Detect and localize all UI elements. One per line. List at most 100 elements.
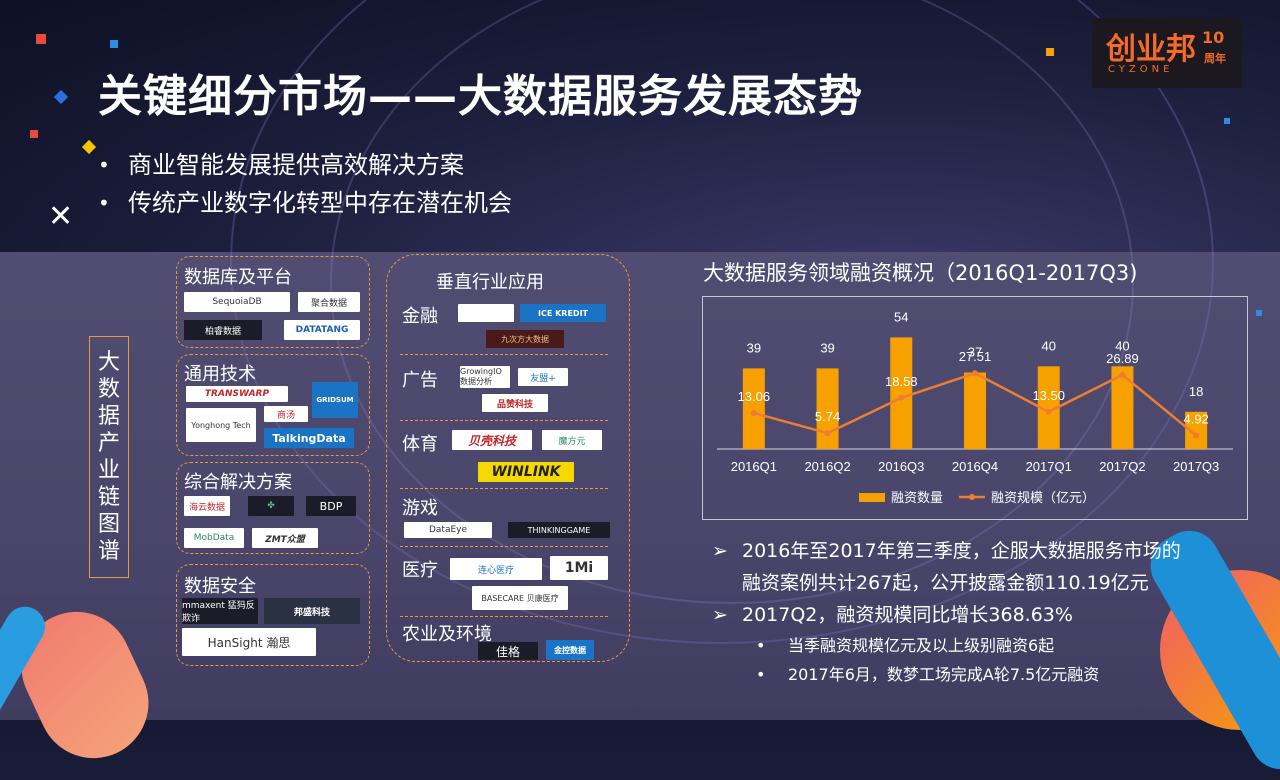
company-logo: THINKINGGAME (508, 522, 610, 538)
legend-label: 融资规模（亿元） (991, 491, 1095, 506)
x-tick-label: 2017Q3 (1173, 459, 1219, 474)
company-logo: TalkingData (264, 428, 354, 448)
indent-spacer (712, 567, 742, 599)
section-box-security (176, 564, 370, 666)
line-value-label: 27.51 (959, 349, 992, 364)
company-logo: ZMT众盟 (252, 528, 318, 548)
line-value-label: 5.74 (815, 409, 840, 424)
line-value-label: 18.58 (885, 374, 918, 389)
bar-value-label: 54 (894, 309, 908, 324)
line-point (824, 430, 831, 437)
company-logo: GrowingIO 数据分析 (460, 366, 510, 388)
company-logo: 魔方元 (542, 430, 602, 450)
note-text: 2017年6月，数梦工场完成A轮7.5亿元融资 (788, 665, 1100, 684)
line-value-label: 4.92 (1183, 411, 1208, 426)
industry-label: 金融 (402, 306, 438, 327)
bullet-text: 传统产业数字化转型中存在潜在机会 (128, 189, 512, 217)
bar (1111, 366, 1134, 449)
x-tick-label: 2016Q1 (731, 459, 777, 474)
company-logo: Yonghong Tech (186, 408, 256, 442)
bar-value-label: 39 (820, 340, 834, 355)
company-logo: MobData (184, 528, 244, 548)
x-tick-label: 2017Q2 (1099, 459, 1145, 474)
arrow-bullet-icon: ➢ (712, 604, 728, 626)
note-text: 2017Q2，融资规模同比增长368.63% (742, 604, 1073, 626)
line-value-label: 13.06 (738, 389, 771, 404)
notes-list: ➢ 2016年至2017年第三季度，企服大数据服务市场的 融资案例共计267起，公开… (712, 535, 1181, 689)
divider (400, 354, 608, 355)
company-logo: BDP (306, 496, 356, 516)
note-item: 融资案例共计267起，公开披露金额110.19亿元 (712, 567, 1181, 599)
logo-badge: 10 (1202, 28, 1225, 47)
decor-square (36, 34, 46, 44)
bar-value-label: 39 (747, 340, 761, 355)
company-logo: HanSight 瀚思 (182, 628, 316, 656)
bullet-dot-icon: • (756, 636, 766, 655)
company-logo: 商汤 (264, 406, 308, 422)
vertical-industry-box (386, 254, 630, 662)
x-tick-label: 2017Q1 (1026, 459, 1072, 474)
cyzone-logo: 创业邦 CYZONE 10 周年 (1092, 18, 1242, 88)
vertical-title-char: 数 (97, 377, 120, 402)
chart-title: 大数据服务领域融资概况（2016Q1-2017Q3) (703, 261, 1138, 285)
company-logo: BASECARE 贝康医疗 (472, 586, 568, 610)
bar (1185, 411, 1208, 449)
section-box-solutions (176, 462, 370, 554)
vertical-title-char: 业 (97, 458, 120, 483)
funding-chart: 39 2016Q1 39 2016Q2 54 2016Q3 37 2016Q4 40 2017Q1… (717, 309, 1233, 506)
divider (400, 546, 608, 547)
company-logo: TRANSWARP (186, 386, 288, 402)
line-value-label: 13.50 (1032, 388, 1065, 403)
bar (742, 368, 765, 449)
company-logo: 聚合数据 (298, 292, 360, 312)
bar-value-label: 40 (1041, 338, 1055, 353)
company-logo: 连心医疗 (450, 558, 542, 580)
line-point (972, 370, 978, 377)
x-tick-label: 2016Q2 (804, 459, 850, 474)
line-point (1193, 432, 1200, 439)
company-logo: 品赞科技 (482, 394, 548, 412)
bullet-list: • 商业智能发展提供高效解决方案 • 传统产业数字化转型中存在潜在机会 (98, 146, 512, 222)
bar (964, 372, 986, 449)
logo-sub: CYZONE (1108, 64, 1174, 75)
vertical-title-char: 图 (97, 512, 120, 537)
line-point (898, 394, 905, 401)
network-icon: ✤ (267, 501, 275, 511)
company-logo: 友盟+ (518, 368, 568, 386)
note-item: • 2017年6月，数梦工场完成A轮7.5亿元融资 (712, 660, 1181, 689)
company-logo: DATATANG (284, 320, 360, 340)
note-item: ➢ 2017Q2，融资规模同比增长368.63% (712, 599, 1181, 631)
note-text: 融资案例共计267起，公开披露金额110.19亿元 (742, 572, 1149, 594)
bar (816, 368, 839, 449)
bar-value-label: 18 (1189, 384, 1203, 399)
divider (400, 488, 608, 489)
company-logo: ICE KREDIT (520, 304, 606, 322)
bullet-dot-icon: • (756, 665, 766, 684)
decor-square (1046, 48, 1054, 56)
industry-label: 医疗 (402, 560, 438, 581)
industry-label: 游戏 (402, 498, 438, 519)
vertical-title-char: 链 (97, 485, 120, 510)
bar-value-label: 37 (968, 345, 982, 360)
company-logo: 金控数据 (546, 640, 594, 660)
line-value-label: 26.89 (1106, 351, 1139, 366)
company-logo: GRIDSUM (312, 382, 358, 418)
decor-square (1224, 118, 1230, 124)
bullet-item: • 商业智能发展提供高效解决方案 (98, 146, 512, 184)
industry-label: 广告 (402, 370, 438, 391)
vertical-title-char: 谱 (97, 539, 120, 564)
logo-text: 创业邦 (1106, 32, 1196, 67)
note-item: • 当季融资规模亿元及以上级别融资6起 (712, 631, 1181, 660)
section-label: 数据库及平台 (184, 267, 292, 288)
page-title: 关键细分市场——大数据服务发展态势 (98, 71, 863, 122)
divider (400, 420, 608, 421)
company-logo (458, 304, 514, 322)
section-label: 通用技术 (184, 364, 256, 385)
industry-label: 农业及环境 (402, 624, 492, 645)
company-logo: 1Mi (550, 556, 608, 580)
section-label: 综合解决方案 (184, 472, 292, 493)
x-tick-label: 2016Q3 (878, 459, 924, 474)
x-tick-label: 2016Q4 (952, 459, 998, 474)
section-box-general-tech (176, 354, 370, 456)
close-icon: ✕ (48, 199, 74, 234)
